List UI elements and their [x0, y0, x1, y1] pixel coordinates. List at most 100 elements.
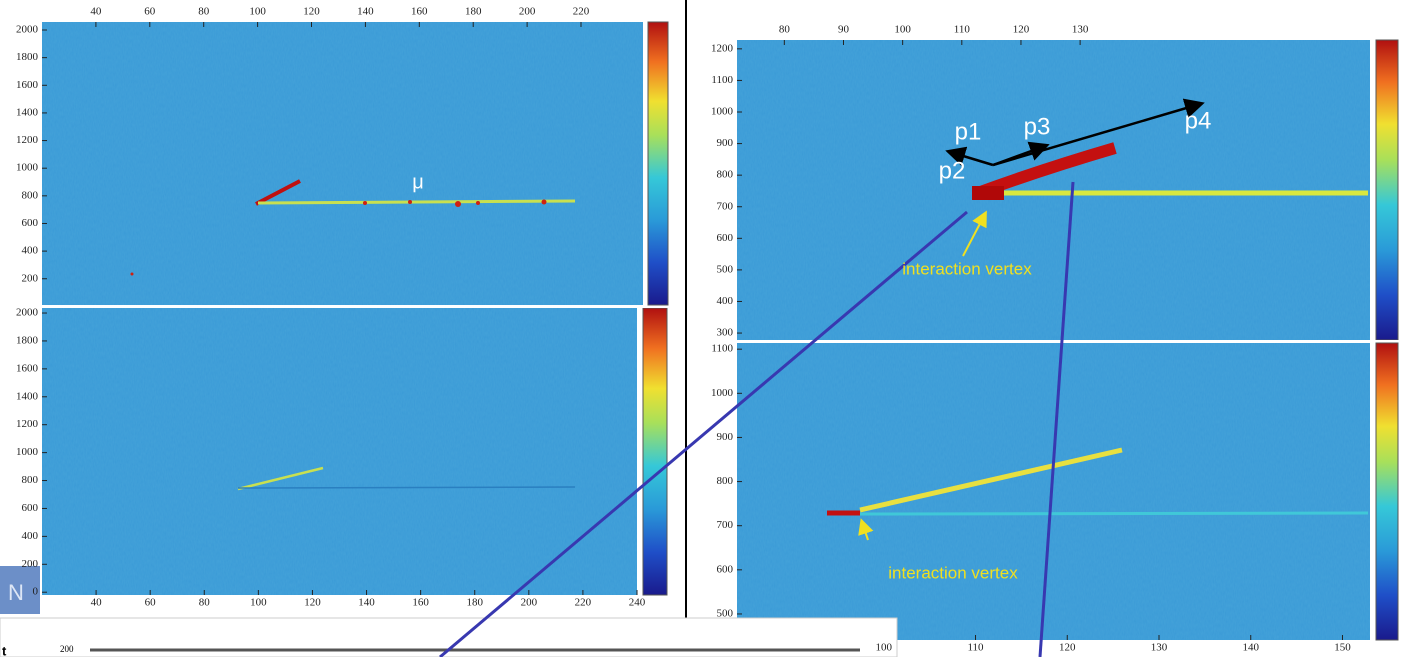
y-tick-label: 600: [717, 232, 734, 244]
connector: [439, 210, 968, 657]
y-tick-label: 800: [22, 474, 39, 486]
x-tick-label: 140: [358, 597, 375, 609]
x-tick-label: 110: [954, 24, 971, 36]
y-tick-label: 1000: [711, 387, 734, 399]
y-tick-label: 1200: [16, 418, 39, 430]
x-tick-label: 180: [466, 597, 483, 609]
logo: [0, 566, 40, 614]
x-tick-label: 140: [357, 6, 374, 18]
y-tick-label: 800: [22, 189, 39, 201]
x-tick-label: 200: [519, 6, 536, 18]
y-tick-label: 1800: [16, 334, 39, 346]
x-tick-label: 90: [838, 24, 850, 36]
labels: 40 60 80 100 120 140 160 180 200 2202004006008001…: [16, 6, 1351, 654]
y-tick-label: 1800: [16, 51, 39, 63]
heatmap-noise: [737, 343, 1370, 640]
y-tick-label: 1000: [16, 446, 39, 458]
arrow: [992, 98, 1205, 167]
y-tick-label: 200: [22, 558, 39, 570]
hits: [130, 199, 547, 276]
x-tick-label: 40: [90, 6, 102, 18]
heatmap-noise: [42, 22, 643, 305]
y-tick-label: 700: [717, 519, 734, 531]
y-tick-label: 600: [717, 563, 734, 575]
x-tick-label: 130: [1151, 642, 1168, 654]
y-tick-label: 1200: [16, 134, 39, 146]
logo-text: N: [8, 580, 24, 605]
track: [255, 179, 301, 206]
y-tick-label: 300: [717, 327, 734, 339]
x-tick-label: 200: [521, 597, 538, 609]
y-tick-label: 400: [22, 245, 39, 257]
annotation: interaction vertex: [902, 259, 1032, 278]
y-tick-label: 600: [22, 502, 39, 514]
arrow: [858, 518, 874, 541]
x-tick-label: 160: [412, 597, 429, 609]
track: [237, 466, 324, 491]
track: [257, 199, 576, 205]
x-tick-label: 220: [575, 597, 592, 609]
connector: [1038, 181, 1075, 657]
x-tick-label: 220: [573, 6, 590, 18]
y-tick-label: 500: [717, 607, 734, 619]
x-tick-label: 140: [1242, 642, 1259, 654]
overlay-label: 200: [60, 644, 74, 654]
y-tick-label: 1100: [711, 74, 733, 86]
x-tick-label: 110: [967, 642, 984, 654]
y-tick-label: 1100: [711, 343, 733, 355]
y-tick-label: 400: [22, 530, 39, 542]
y-tick-label: 600: [22, 217, 39, 229]
x-tick-label: 120: [303, 6, 320, 18]
y-tick-label: 1000: [711, 106, 734, 118]
annotation: p3: [1024, 113, 1051, 140]
y-tick-label: 900: [717, 137, 734, 149]
x-tick-label: 120: [304, 597, 321, 609]
x-tick-label: 150: [1334, 642, 1351, 654]
y-tick-label: 1400: [16, 390, 39, 402]
x-tick-label: 180: [465, 6, 482, 18]
x-tick-label: 80: [199, 597, 211, 609]
y-tick-label: 2000: [16, 307, 39, 319]
y-tick-label: 2000: [16, 24, 39, 36]
x-tick-label: 130: [1072, 24, 1089, 36]
x-tick-label: 80: [198, 6, 210, 18]
annotation: μ: [412, 171, 424, 193]
y-tick-label: 1400: [16, 106, 39, 118]
track: [859, 511, 1369, 516]
x-tick-label: 100: [894, 24, 911, 36]
x-tick-label: 60: [144, 6, 156, 18]
y-tick-label: 900: [717, 431, 734, 443]
y-tick-label: 500: [717, 263, 734, 275]
y-tick-label: 700: [717, 200, 734, 212]
y-tick-label: 1000: [16, 162, 39, 174]
x-tick-label: 120: [1013, 24, 1030, 36]
colorbar: [1375, 342, 1399, 641]
colorbar: [642, 307, 668, 596]
y-tick-label: 800: [717, 169, 734, 181]
panels: [0, 21, 1400, 641]
y-tick-label: 1600: [16, 79, 39, 91]
y-tick-label: 0: [33, 586, 39, 598]
colorbar: [647, 21, 669, 306]
annotation: p2: [939, 157, 966, 184]
y-tick-label: 800: [717, 475, 734, 487]
y-tick-label: 1600: [16, 362, 39, 374]
y-tick-label: 1200: [711, 42, 734, 54]
colorbar: [1375, 39, 1399, 341]
x-tick-label: 100: [876, 642, 893, 654]
x-tick-label: 100: [250, 597, 267, 609]
x-tick-label: 40: [91, 597, 103, 609]
annotation: p4: [1185, 107, 1212, 134]
tracks: [130, 98, 1369, 541]
arrow: [945, 146, 994, 167]
vertex-blob: [972, 186, 1004, 200]
track: [237, 486, 576, 489]
annotation: p1: [955, 118, 982, 145]
x-tick-label: 100: [249, 6, 266, 18]
track: [859, 447, 1123, 513]
arrow: [962, 210, 987, 257]
x-tick-label: 80: [779, 24, 791, 36]
y-tick-label: 200: [22, 272, 39, 284]
x-tick-label: 120: [1059, 642, 1076, 654]
